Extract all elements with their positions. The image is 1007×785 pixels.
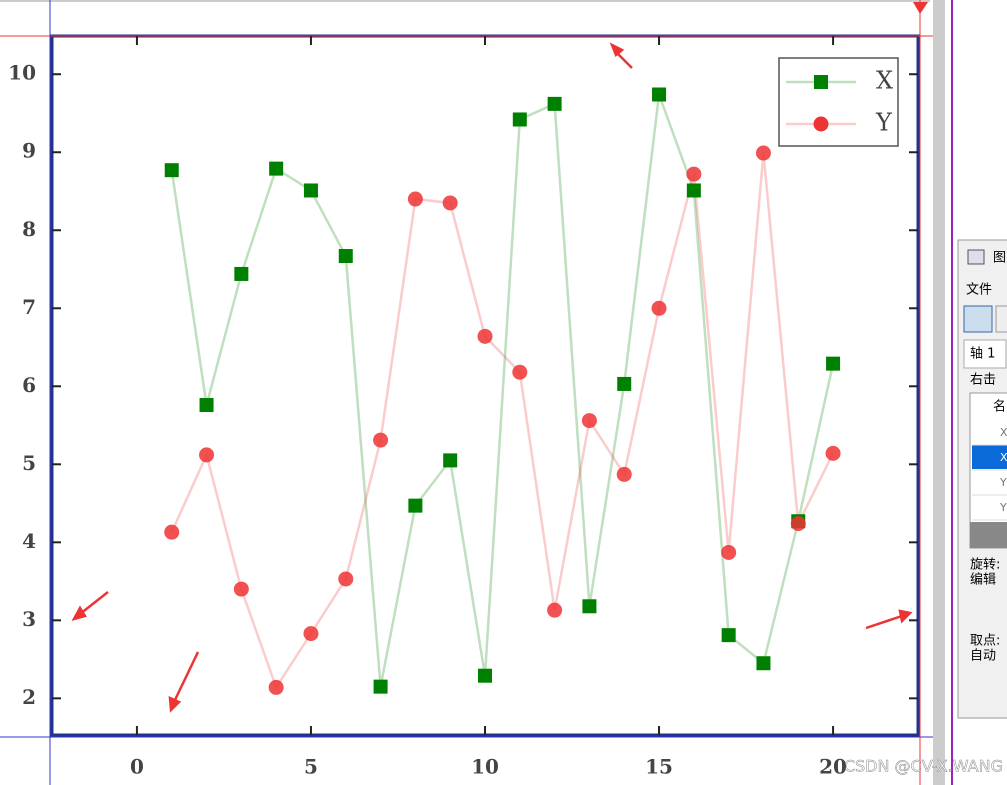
y-tick-label: 8 xyxy=(22,217,36,241)
point xyxy=(826,356,841,371)
point xyxy=(373,679,388,694)
point xyxy=(686,166,702,182)
point xyxy=(268,679,284,695)
point xyxy=(547,602,563,618)
label: 编辑 xyxy=(970,573,996,588)
point xyxy=(303,183,318,198)
annotation-arrows xyxy=(71,42,913,713)
x-tick-label: 15 xyxy=(645,755,673,779)
y-tick-label: 6 xyxy=(22,373,36,397)
y-tick-label: 3 xyxy=(22,607,36,631)
point xyxy=(303,626,319,642)
legend-frame xyxy=(778,57,899,147)
legend-label: X xyxy=(876,67,893,95)
legend: XY xyxy=(778,57,899,147)
window-title: 图 xyxy=(993,251,1006,266)
point xyxy=(512,112,527,127)
y-tick-label: 4 xyxy=(22,529,36,553)
point xyxy=(373,432,389,448)
point xyxy=(721,544,737,560)
point xyxy=(233,581,249,597)
point xyxy=(408,498,423,513)
toolbar-button[interactable] xyxy=(963,305,993,333)
menu-item[interactable]: 文件 xyxy=(966,283,992,298)
point xyxy=(478,668,492,683)
point xyxy=(269,161,284,176)
scrollbar xyxy=(933,0,945,785)
point xyxy=(512,364,528,380)
point xyxy=(442,195,458,211)
point xyxy=(164,524,180,540)
point xyxy=(721,628,736,643)
label: 取点: xyxy=(970,634,1000,649)
table-footer xyxy=(970,522,1007,548)
point xyxy=(581,413,597,429)
watermark: CSDN @CV-X.WANG xyxy=(844,757,1003,776)
y-tick-label: 9 xyxy=(22,139,36,163)
point xyxy=(790,516,806,532)
row-highlight xyxy=(972,445,1007,469)
y-tick-label: 10 xyxy=(8,61,36,85)
hint: 右击 xyxy=(970,373,996,388)
point xyxy=(443,453,458,468)
point xyxy=(199,447,215,463)
y-tick-label: 5 xyxy=(22,451,36,475)
x-tick-label: 10 xyxy=(471,755,499,779)
point xyxy=(338,571,354,587)
point xyxy=(617,376,632,391)
window-icon xyxy=(967,249,985,265)
table-header: 名 xyxy=(993,399,1006,415)
point xyxy=(234,266,249,281)
tab[interactable] xyxy=(963,339,1007,369)
point xyxy=(338,248,353,263)
label: 旋转: xyxy=(970,558,1000,573)
table-cell: Y xyxy=(999,501,1007,514)
point xyxy=(164,163,179,178)
x-tick-label: 5 xyxy=(304,755,318,779)
y-tick-label: 7 xyxy=(22,295,36,319)
point xyxy=(651,300,667,316)
point xyxy=(477,328,493,344)
label: 自动 xyxy=(970,649,996,664)
point xyxy=(407,191,423,207)
point xyxy=(825,445,841,461)
toolbar-button[interactable] xyxy=(995,305,1007,333)
point xyxy=(756,656,771,671)
x-tick-label: 0 xyxy=(130,755,144,779)
legend-marker xyxy=(814,75,828,89)
point xyxy=(547,96,562,111)
legend-marker xyxy=(813,116,829,132)
point xyxy=(616,466,632,482)
point xyxy=(582,599,597,614)
table-cell: X xyxy=(1000,451,1007,464)
point xyxy=(755,145,771,161)
y-tick-label: 2 xyxy=(22,685,36,709)
series-line xyxy=(170,152,835,691)
tab-label: 轴 1 xyxy=(970,347,995,362)
point xyxy=(652,87,667,102)
point xyxy=(686,183,701,198)
table-cell: Y xyxy=(999,476,1007,489)
marker-handle xyxy=(913,2,928,14)
point xyxy=(199,398,214,413)
plot-frame xyxy=(50,34,920,737)
x-tick-label: 20 xyxy=(819,755,847,779)
table-cell: X xyxy=(1000,426,1007,439)
legend-label: Y xyxy=(875,109,893,137)
